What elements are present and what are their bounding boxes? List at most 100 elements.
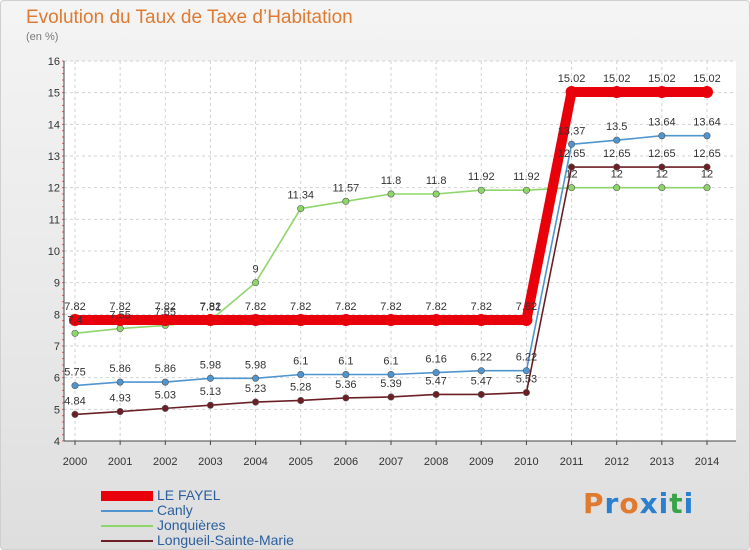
x-tick-label: 2014 xyxy=(695,456,719,468)
data-label: 12.65 xyxy=(648,148,676,160)
legend-label: Canly xyxy=(157,502,193,518)
data-point xyxy=(71,382,79,390)
y-tick-label: 6 xyxy=(54,373,60,385)
data-point xyxy=(161,404,169,412)
data-point xyxy=(387,393,395,401)
chart-subtitle: (en %) xyxy=(26,31,59,43)
y-tick-label: 5 xyxy=(54,404,60,416)
data-label: 6.16 xyxy=(425,354,446,366)
y-tick-label: 10 xyxy=(48,246,60,258)
data-label: 7.82 xyxy=(425,301,446,313)
data-point xyxy=(432,390,440,398)
y-tick-label: 8 xyxy=(54,309,60,321)
x-tick-label: 2000 xyxy=(63,456,87,468)
data-point xyxy=(522,186,530,194)
data-point xyxy=(71,329,79,337)
data-label: 7.82 xyxy=(64,301,85,313)
logo-letter: P xyxy=(583,487,605,520)
data-point xyxy=(297,396,305,404)
data-point xyxy=(477,390,485,398)
y-tick-label: 13 xyxy=(48,151,60,163)
data-label: 11.34 xyxy=(287,190,314,202)
data-point xyxy=(520,314,533,327)
x-tick-label: 2006 xyxy=(334,456,358,468)
data-point xyxy=(342,394,350,402)
data-label: 15.02 xyxy=(558,73,586,85)
data-label: 7.65 xyxy=(155,306,176,318)
data-label: 5.47 xyxy=(425,375,446,387)
logo-letter: i xyxy=(658,487,670,520)
data-point xyxy=(116,408,124,416)
legend-swatch xyxy=(101,491,153,501)
data-point xyxy=(658,184,666,192)
data-label: 7.55 xyxy=(109,310,130,322)
data-label: 15.02 xyxy=(648,73,676,85)
data-label: 12.65 xyxy=(693,148,721,160)
data-point xyxy=(568,184,576,192)
data-label: 6.22 xyxy=(516,352,537,364)
data-point xyxy=(252,279,260,287)
data-point xyxy=(568,163,576,171)
data-label: 7.82 xyxy=(290,301,311,313)
data-label: 7.82 xyxy=(155,301,176,313)
data-point xyxy=(71,410,79,418)
data-label: 7.82 xyxy=(245,301,266,313)
data-point xyxy=(432,190,440,198)
data-point xyxy=(432,369,440,377)
y-tick-label: 11 xyxy=(49,214,60,226)
x-tick-label: 2002 xyxy=(153,456,177,468)
legend-swatch xyxy=(101,510,153,512)
data-point xyxy=(249,314,262,327)
data-point xyxy=(297,205,305,213)
data-label: 5.28 xyxy=(290,381,311,393)
data-label: 11.8 xyxy=(381,175,402,187)
data-label: 4.93 xyxy=(109,393,130,405)
data-point xyxy=(206,401,214,409)
data-label: 6.1 xyxy=(383,356,398,368)
logo-letter: t xyxy=(669,487,684,520)
data-label: 5.86 xyxy=(109,363,130,375)
data-point xyxy=(339,314,352,327)
data-label: 7.4 xyxy=(67,314,82,326)
data-label: 7.82 xyxy=(335,301,356,313)
data-point xyxy=(703,163,711,171)
data-label: 11.92 xyxy=(468,171,495,183)
data-label: 7.81 xyxy=(200,301,221,313)
data-point xyxy=(159,314,172,327)
data-point xyxy=(114,314,127,327)
data-label: 7.82 xyxy=(380,301,401,313)
data-label: 5.98 xyxy=(200,359,221,371)
data-label: 5.98 xyxy=(245,359,266,371)
x-tick-label: 2005 xyxy=(288,456,312,468)
data-label: 15.02 xyxy=(693,73,721,85)
proxiti-logo[interactable]: Proxiti xyxy=(583,487,694,520)
data-label: 6.22 xyxy=(471,352,492,364)
data-point xyxy=(252,374,260,382)
data-label: 6.1 xyxy=(293,356,308,368)
data-label: 11.8 xyxy=(426,175,447,187)
data-label: 5.53 xyxy=(516,374,537,386)
logo-letter: i xyxy=(683,487,695,520)
data-point xyxy=(430,314,443,327)
data-point xyxy=(204,314,217,327)
data-point xyxy=(342,197,350,205)
data-point xyxy=(613,136,621,144)
legend-swatch xyxy=(101,540,153,542)
data-label: 15.02 xyxy=(603,73,631,85)
data-point xyxy=(477,186,485,194)
data-label: 5.23 xyxy=(245,383,266,395)
data-point xyxy=(206,374,214,382)
data-label: 13.64 xyxy=(648,117,676,129)
data-label: 12.65 xyxy=(603,148,631,160)
data-point xyxy=(116,325,124,333)
logo-letter: x xyxy=(639,487,659,520)
data-point xyxy=(161,378,169,386)
data-label: 13.5 xyxy=(606,121,627,133)
y-tick-label: 12 xyxy=(48,183,60,195)
x-tick-label: 2003 xyxy=(198,456,222,468)
data-label: 13.64 xyxy=(693,117,721,129)
legend-swatch xyxy=(101,525,153,527)
chart-title: Evolution du Taux de Taxe d’Habitation xyxy=(26,7,353,28)
data-point xyxy=(658,163,666,171)
data-label: 13.37 xyxy=(558,125,586,137)
